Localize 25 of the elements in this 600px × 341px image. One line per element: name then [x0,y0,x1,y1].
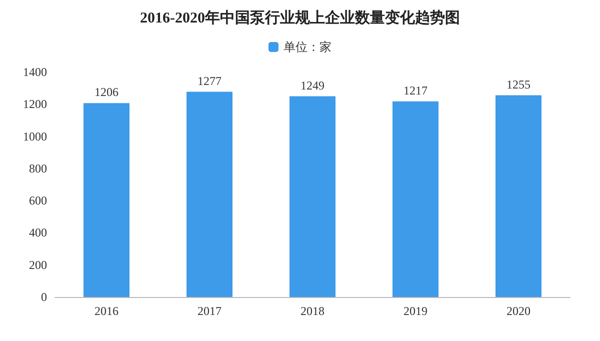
chart-title: 2016-2020年中国泵行业规上企业数量变化趋势图 [140,8,460,26]
data-label: 1217 [404,83,428,98]
y-tick-label: 0 [41,290,47,304]
x-tick-label: 2019 [404,304,428,318]
x-tick-label: 2016 [94,304,118,318]
x-tick-label: 2017 [198,304,222,318]
y-tick-label: 200 [29,258,47,272]
y-tick-label: 600 [29,194,47,208]
data-label: 1249 [300,78,324,92]
bar [392,101,438,297]
x-tick-label: 2020 [506,304,530,318]
data-label: 1206 [94,85,118,100]
legend-label: 单位：家 [284,40,332,54]
x-tick-label: 2018 [300,304,324,318]
bar [496,95,542,297]
y-tick-label: 400 [29,226,47,240]
y-tick-label: 1000 [23,129,47,144]
y-tick-label: 800 [29,161,47,176]
bar [84,103,130,297]
y-tick-label: 1400 [23,65,47,79]
data-label: 1255 [506,77,530,92]
bar [186,92,232,297]
data-label: 1277 [198,74,222,88]
bar [290,96,336,297]
y-tick-label: 1200 [23,97,47,112]
